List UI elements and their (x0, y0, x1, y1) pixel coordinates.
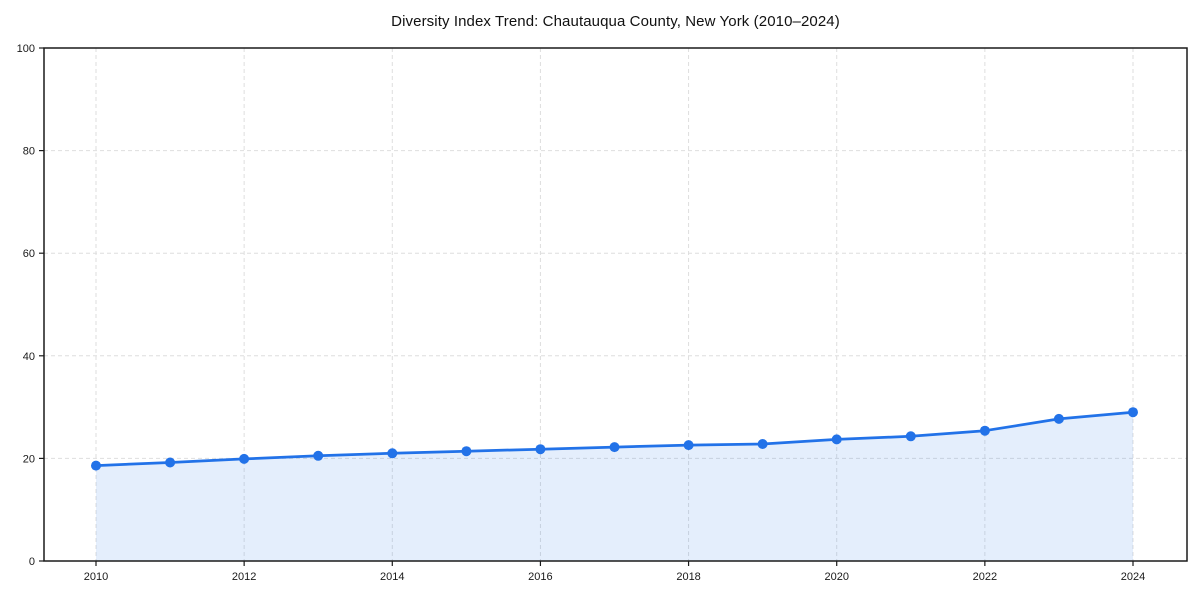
data-point (387, 448, 398, 459)
data-point (461, 446, 472, 457)
y-tick-label: 60 (23, 248, 35, 260)
y-tick-label: 100 (17, 43, 35, 55)
x-tick-label: 2014 (380, 571, 404, 583)
data-point (757, 439, 768, 449)
x-tick-label: 2012 (232, 571, 256, 583)
area-fill (96, 412, 1133, 561)
y-tick-label: 20 (23, 453, 35, 465)
x-tick-label: 2018 (676, 571, 700, 583)
data-point (979, 425, 990, 436)
data-point (609, 442, 620, 453)
x-tick-label: 2022 (973, 571, 997, 583)
chart-title: Diversity Index Trend: Chautauqua County… (391, 13, 840, 30)
data-point (683, 440, 694, 451)
data-point (239, 453, 250, 464)
data-point (91, 460, 101, 471)
x-tick-label: 2024 (1121, 571, 1145, 583)
x-tick-label: 2016 (528, 571, 552, 583)
data-point (535, 444, 546, 455)
y-tick-label: 0 (29, 556, 35, 568)
data-point (1128, 407, 1138, 418)
x-tick-label: 2010 (84, 571, 108, 583)
data-point (165, 457, 176, 468)
data-point (313, 450, 324, 461)
x-tick-label: 2020 (824, 571, 848, 583)
y-tick-label: 80 (23, 146, 35, 158)
plot-border (43, 47, 1188, 562)
data-point (831, 434, 842, 445)
data-point (905, 431, 916, 442)
y-tick-label: 40 (23, 351, 35, 363)
data-point (1053, 413, 1064, 424)
